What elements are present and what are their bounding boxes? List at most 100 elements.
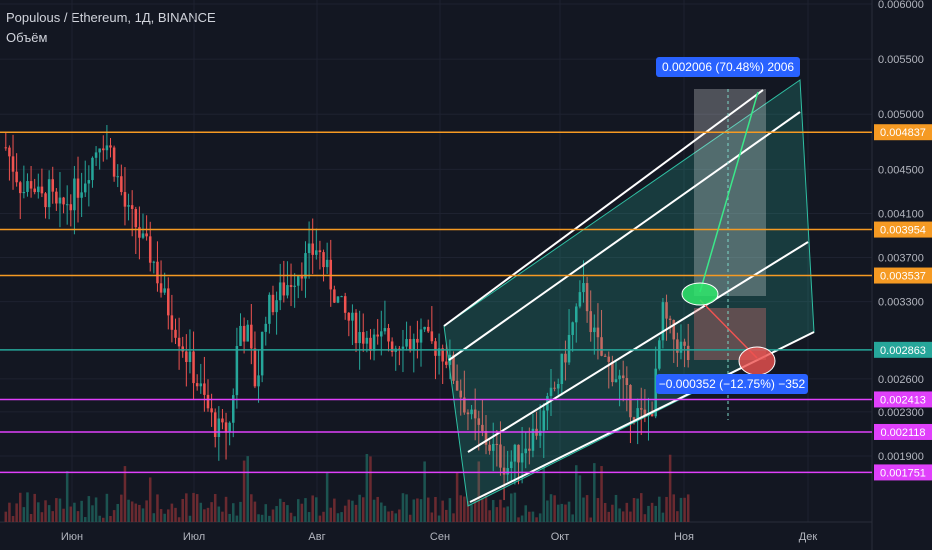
candle-body — [658, 340, 661, 369]
volume-bar — [213, 494, 217, 522]
candle-body — [459, 390, 462, 398]
volume-bar — [668, 454, 672, 522]
volume-bar — [127, 499, 130, 522]
candle-body — [134, 208, 138, 228]
volume-bar — [589, 517, 592, 522]
candle-body — [553, 387, 556, 389]
level-badge — [874, 464, 932, 481]
volume-bar — [495, 507, 499, 522]
volume-bar — [650, 502, 654, 522]
y-tick-label: 0.006000 — [878, 0, 924, 11]
projection-down-label: −0.000352 (−12.75%) −352 — [659, 377, 806, 391]
candle-body — [242, 325, 246, 342]
candle-body — [58, 197, 62, 204]
volume-bar — [246, 456, 249, 522]
volume-bar — [73, 502, 76, 522]
volume-bar — [639, 493, 643, 522]
volume-bar — [603, 502, 607, 522]
volume-bar — [632, 497, 636, 522]
candle-body — [441, 348, 444, 362]
volume-bar — [315, 497, 318, 522]
volume-bar — [11, 516, 15, 522]
candle-body — [603, 355, 607, 357]
volume-bar — [654, 505, 657, 522]
volume-bar — [141, 508, 145, 522]
volume-bar — [394, 513, 398, 522]
candle-body — [502, 467, 506, 475]
candle-body — [445, 361, 448, 365]
volume-bar — [596, 498, 600, 522]
candle-body — [29, 181, 33, 189]
volume-bar — [181, 498, 184, 522]
candle-body — [437, 348, 441, 356]
candle-body — [686, 345, 690, 360]
level-badge — [874, 124, 932, 141]
price-axis[interactable]: 0.006000 0.005500 0.005000 0.004500 0.004100… — [878, 0, 924, 463]
candle-body — [506, 468, 509, 475]
candle-body — [585, 283, 589, 312]
volume-bar — [423, 461, 426, 522]
volume-bar — [567, 501, 571, 522]
arrow-up — [699, 91, 759, 293]
candle-body — [358, 332, 361, 344]
volume-bar — [210, 502, 213, 522]
y-tick-label: 0.002300 — [878, 407, 924, 419]
volume-bar — [351, 500, 354, 522]
candle-body — [163, 288, 166, 293]
candle-body — [195, 383, 199, 387]
candle-body — [405, 339, 408, 347]
volume-bar — [365, 454, 369, 522]
trend-channel[interactable] — [443, 79, 815, 507]
candle-body — [329, 259, 333, 290]
y-tick-label: 0.005000 — [878, 109, 924, 121]
candle-body — [116, 176, 119, 178]
entry-marker — [681, 282, 719, 306]
candle-body — [343, 296, 347, 313]
volume-bar — [502, 507, 506, 522]
volume-bar — [217, 506, 221, 522]
time-axis[interactable]: Июн Июл Авг Сен Окт Ноя Дек — [61, 531, 817, 543]
volume-bar — [83, 517, 87, 522]
y-tick-label: 0.002600 — [878, 374, 924, 386]
candle-body — [491, 443, 495, 451]
y-tick-label: 0.004100 — [878, 208, 924, 220]
volume-bar — [369, 456, 372, 522]
volume-bar — [376, 496, 379, 522]
candle-body — [318, 250, 322, 253]
candle-body — [672, 320, 676, 340]
symbol-title: Populous / Ethereum, 1Д, BINANCE — [6, 10, 216, 25]
candle-body — [455, 380, 459, 391]
candle-body — [463, 397, 466, 413]
x-tick-label: Июл — [183, 531, 205, 543]
volume-bar — [686, 494, 690, 522]
candle-body — [582, 283, 585, 293]
volume-bar — [445, 509, 448, 522]
volume-bar — [405, 494, 408, 522]
volume-bar — [354, 504, 358, 522]
volume-bar — [412, 499, 416, 522]
level-badge-text: 0.003954 — [880, 225, 926, 237]
candle-body — [426, 326, 430, 332]
candle-body — [293, 285, 296, 287]
candle-body — [524, 448, 527, 454]
volume-bar — [333, 498, 336, 522]
volume-bar — [134, 503, 138, 522]
volume-bar — [275, 506, 278, 522]
projection[interactable]: 0.002006 (70.48%) 2006 −0.000352 (−12.75%… — [656, 57, 808, 394]
volume-bar — [441, 500, 444, 522]
candle-body — [235, 345, 239, 396]
volume-bar — [58, 498, 62, 522]
horizontal-levels[interactable]: 0.004837 0.003954 0.003537 0.002863 0.002413… — [0, 124, 932, 481]
candle-body — [336, 296, 340, 303]
candle-body — [65, 204, 69, 206]
volume-bar — [224, 496, 228, 522]
candle-body — [152, 261, 156, 263]
candle-body — [224, 422, 228, 433]
candle-body — [307, 243, 311, 254]
volume-bar — [282, 502, 286, 522]
candle-body — [593, 327, 596, 333]
volume-bar — [665, 496, 668, 522]
candle-body — [170, 315, 174, 330]
candle-body — [510, 461, 513, 469]
